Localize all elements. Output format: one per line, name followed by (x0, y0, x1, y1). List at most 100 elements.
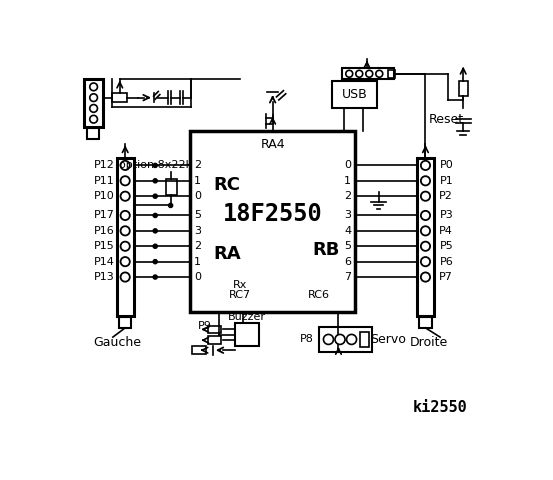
Text: 4: 4 (344, 226, 351, 236)
Circle shape (153, 179, 157, 183)
Text: 3: 3 (344, 210, 351, 220)
Bar (207, 336, 221, 344)
Bar (319, 327, 372, 352)
Bar (112, 93, 128, 102)
Text: Droite: Droite (410, 336, 448, 349)
Circle shape (90, 83, 97, 91)
Text: P6: P6 (440, 257, 453, 267)
Text: Rx: Rx (233, 280, 247, 290)
Bar (207, 325, 221, 333)
Circle shape (153, 164, 157, 168)
Text: 1: 1 (194, 257, 201, 267)
Bar (234, 323, 259, 347)
Text: RC: RC (213, 176, 241, 193)
Circle shape (121, 257, 130, 266)
Text: P13: P13 (94, 272, 115, 282)
Bar (458, 81, 468, 96)
Circle shape (366, 70, 373, 77)
Text: option 8x22k: option 8x22k (119, 160, 192, 170)
Circle shape (90, 94, 97, 101)
Circle shape (121, 226, 130, 236)
Circle shape (421, 257, 430, 266)
Circle shape (121, 161, 130, 170)
Text: P9: P9 (199, 321, 212, 331)
Bar (388, 70, 395, 78)
Text: P8: P8 (300, 335, 314, 345)
Text: 0: 0 (344, 160, 351, 170)
Circle shape (153, 214, 157, 217)
Text: P10: P10 (94, 191, 115, 201)
Text: ki2550: ki2550 (413, 400, 467, 416)
Text: 1: 1 (344, 176, 351, 186)
Text: Reset: Reset (429, 113, 464, 126)
Bar (419, 317, 432, 328)
Bar (190, 131, 356, 312)
Text: P17: P17 (94, 210, 115, 220)
Text: P16: P16 (94, 226, 115, 236)
Text: 0: 0 (194, 272, 201, 282)
Text: P7: P7 (439, 272, 453, 282)
Bar (87, 129, 99, 139)
Circle shape (356, 70, 363, 77)
Circle shape (346, 70, 353, 77)
Circle shape (121, 176, 130, 185)
Circle shape (376, 70, 383, 77)
Text: RC6: RC6 (307, 290, 330, 300)
Text: 3: 3 (194, 226, 201, 236)
Circle shape (347, 335, 357, 345)
Bar (85, 79, 103, 127)
Circle shape (421, 176, 430, 185)
Circle shape (421, 192, 430, 201)
Bar (166, 179, 177, 195)
Text: 2: 2 (194, 160, 201, 170)
Circle shape (153, 194, 157, 198)
Text: Buzzer: Buzzer (228, 312, 266, 322)
Text: Servo: Servo (371, 333, 406, 346)
Text: P4: P4 (439, 226, 453, 236)
Text: 5: 5 (194, 210, 201, 220)
Circle shape (153, 275, 157, 279)
Text: P15: P15 (94, 241, 115, 251)
Text: P3: P3 (440, 210, 453, 220)
Circle shape (121, 211, 130, 220)
Text: P5: P5 (440, 241, 453, 251)
Text: 18F2550: 18F2550 (223, 202, 322, 226)
Circle shape (121, 192, 130, 201)
Text: P1: P1 (440, 176, 453, 186)
Text: RA: RA (213, 245, 241, 263)
Bar (360, 332, 369, 347)
Circle shape (335, 335, 345, 345)
Circle shape (90, 115, 97, 123)
Text: USB: USB (342, 88, 368, 101)
Text: 1: 1 (194, 176, 201, 186)
Text: Gauche: Gauche (93, 336, 142, 349)
Circle shape (90, 105, 97, 112)
Circle shape (153, 229, 157, 233)
Text: 2: 2 (344, 191, 351, 201)
Circle shape (153, 244, 157, 248)
Bar (117, 158, 134, 315)
Bar (417, 158, 434, 315)
Text: RA4: RA4 (260, 138, 285, 151)
Circle shape (421, 241, 430, 251)
Bar (342, 68, 394, 79)
Text: RC7: RC7 (229, 290, 251, 300)
Text: 2: 2 (194, 241, 201, 251)
Circle shape (421, 211, 430, 220)
Text: 5: 5 (344, 241, 351, 251)
Text: RB: RB (312, 241, 340, 259)
Circle shape (421, 226, 430, 236)
Circle shape (421, 273, 430, 282)
Circle shape (121, 273, 130, 282)
Bar (119, 317, 132, 328)
Circle shape (324, 335, 333, 345)
Text: 6: 6 (344, 257, 351, 267)
Text: P12: P12 (94, 160, 115, 170)
Circle shape (169, 204, 173, 207)
Text: 7: 7 (344, 272, 351, 282)
Bar (332, 81, 377, 108)
Text: P11: P11 (94, 176, 115, 186)
Text: P2: P2 (439, 191, 453, 201)
Circle shape (153, 260, 157, 264)
Circle shape (121, 241, 130, 251)
